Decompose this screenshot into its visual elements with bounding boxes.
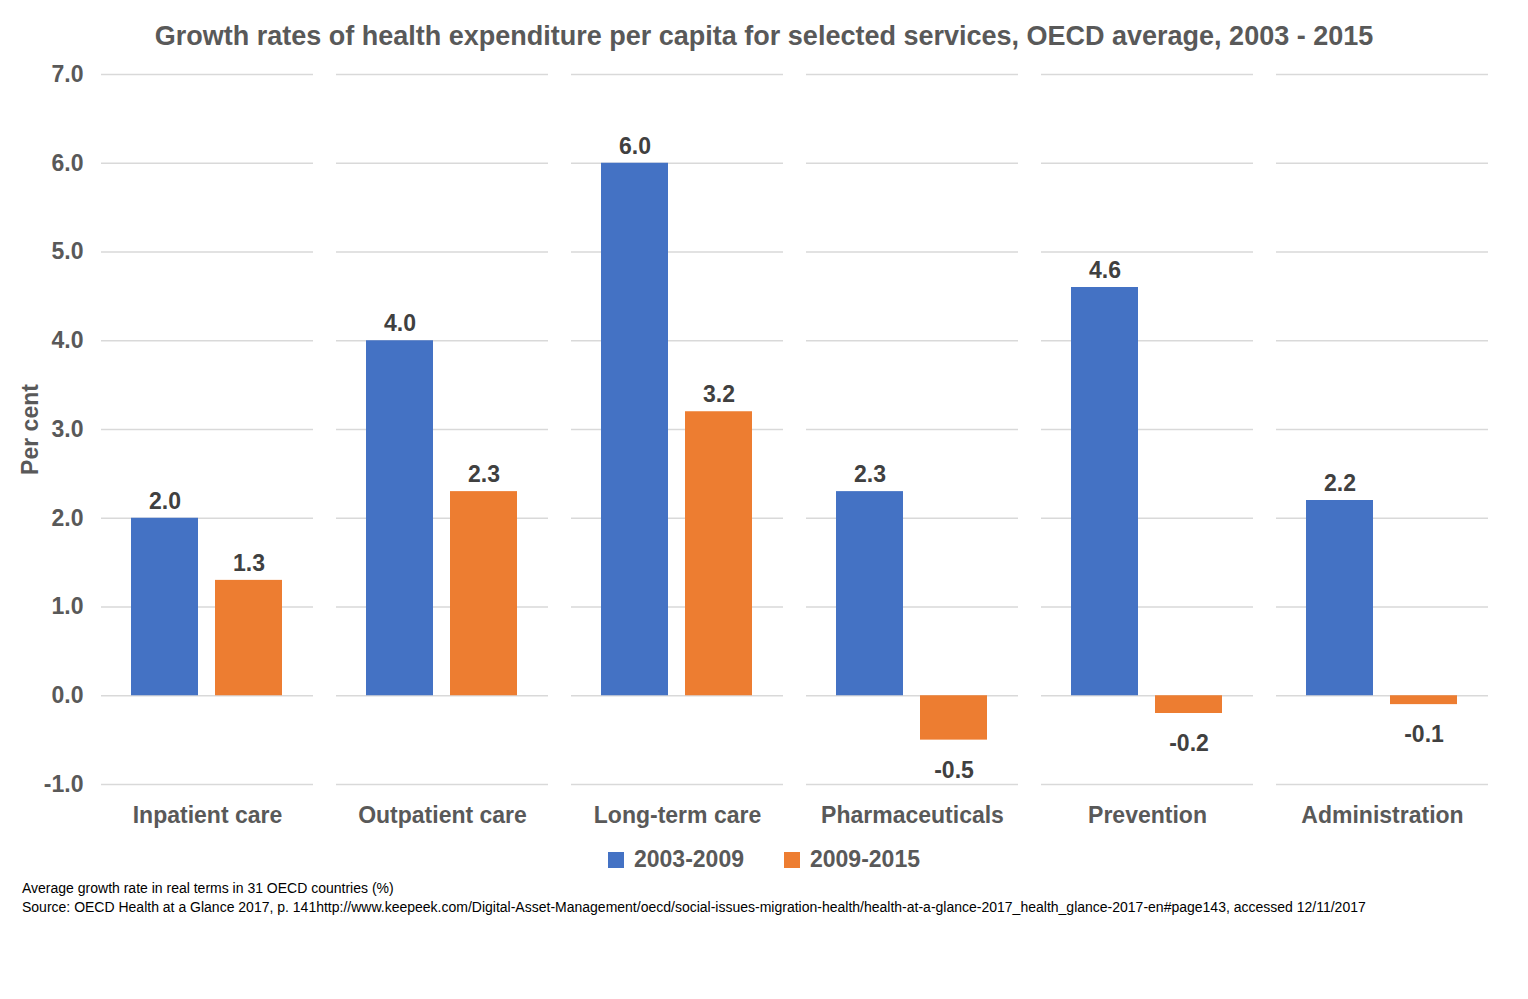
svg-text:Per cent: Per cent (17, 384, 43, 475)
svg-text:4.0: 4.0 (384, 311, 416, 337)
svg-text:1.3: 1.3 (233, 550, 265, 576)
svg-text:4.6: 4.6 (1089, 257, 1121, 283)
svg-text:Administration: Administration (1301, 802, 1463, 828)
svg-text:3.2: 3.2 (703, 382, 735, 408)
svg-text:2.3: 2.3 (468, 461, 500, 487)
svg-text:6.0: 6.0 (52, 150, 84, 176)
svg-text:-1.0: -1.0 (44, 771, 84, 797)
svg-text:1.0: 1.0 (52, 594, 84, 620)
svg-text:0.0: 0.0 (52, 683, 84, 709)
svg-text:Inpatient care: Inpatient care (133, 802, 283, 828)
svg-text:3.0: 3.0 (52, 416, 84, 442)
html-text:2009-2015: 2009-2015 (810, 846, 920, 873)
svg-text:6.0: 6.0 (619, 133, 651, 159)
html-text:Average growth rate in real te: Average growth rate in real terms in 31 … (22, 880, 394, 897)
html-text:Source: OECD Health at a Glanc: Source: OECD Health at a Glance 2017, p.… (22, 898, 1366, 915)
html-text:Growth rates of health expendi: Growth rates of health expenditure per c… (154, 21, 1374, 51)
svg-text:Outpatient care: Outpatient care (358, 802, 527, 828)
svg-text:Pharmaceuticals: Pharmaceuticals (821, 802, 1004, 828)
svg-text:4.0: 4.0 (52, 328, 84, 354)
svg-text:Long-term care: Long-term care (594, 802, 761, 828)
svg-text:5.0: 5.0 (52, 239, 84, 265)
svg-text:-0.2: -0.2 (1169, 730, 1209, 756)
svg-text:7.0: 7.0 (52, 61, 84, 87)
svg-text:2.3: 2.3 (854, 461, 886, 487)
svg-text:-0.5: -0.5 (934, 757, 974, 783)
svg-text:2.0: 2.0 (149, 488, 181, 514)
svg-text:-0.1: -0.1 (1404, 721, 1444, 747)
svg-text:2.2: 2.2 (1324, 470, 1356, 496)
html-text:2003-2009: 2003-2009 (634, 846, 744, 873)
svg-text:Prevention: Prevention (1088, 802, 1207, 828)
svg-text:2.0: 2.0 (52, 505, 84, 531)
